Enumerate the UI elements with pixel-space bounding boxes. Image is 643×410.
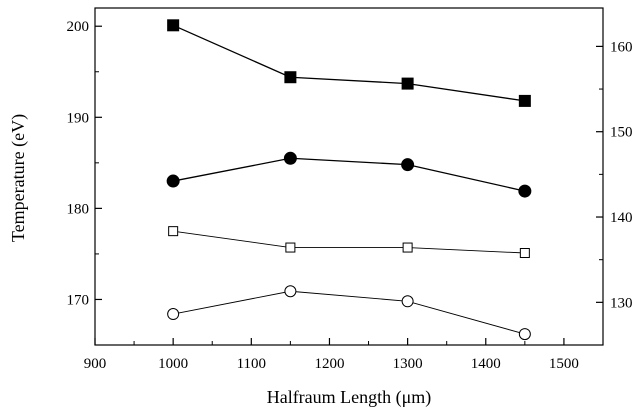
y-left-tick-label: 180 bbox=[67, 201, 90, 217]
y-right-ticks: 130 140 150 160 bbox=[596, 39, 633, 346]
data-point bbox=[167, 308, 180, 321]
data-point bbox=[284, 71, 297, 84]
data-point bbox=[518, 184, 532, 198]
x-tick-label: 1100 bbox=[237, 356, 266, 372]
series-line bbox=[173, 157, 525, 192]
x-ticks: 900 1000 1100 1200 1300 1400 1500 bbox=[84, 338, 579, 372]
y-right-tick-label: 150 bbox=[610, 125, 633, 141]
y-right-tick-label: 140 bbox=[610, 210, 633, 226]
plot-frame bbox=[94, 7, 604, 346]
data-point bbox=[401, 77, 414, 90]
series-line bbox=[172, 24, 525, 102]
series-line bbox=[173, 230, 525, 254]
series-open-circle bbox=[167, 285, 531, 341]
y-right-tick-label: 160 bbox=[610, 39, 633, 55]
data-point bbox=[401, 158, 415, 172]
data-point bbox=[168, 226, 179, 237]
y-axis-title: Temperature (eV) bbox=[8, 114, 29, 242]
y-right-tick-label: 130 bbox=[610, 295, 633, 311]
data-point bbox=[285, 242, 296, 253]
x-tick-label: 1300 bbox=[393, 356, 423, 372]
y-left-ticks: 170 180 190 200 bbox=[67, 19, 102, 346]
y-left-tick-label: 200 bbox=[67, 19, 90, 35]
data-point bbox=[284, 285, 297, 298]
x-tick-label: 900 bbox=[84, 356, 107, 372]
x-tick-label: 1000 bbox=[158, 356, 188, 372]
series-open-square bbox=[168, 226, 530, 259]
x-tick-label: 1200 bbox=[314, 356, 344, 372]
y-left-tick-label: 190 bbox=[67, 110, 90, 126]
data-point bbox=[402, 242, 413, 253]
data-point bbox=[519, 248, 530, 259]
data-point bbox=[518, 94, 531, 107]
data-point bbox=[283, 151, 297, 165]
data-point bbox=[401, 295, 414, 308]
data-point bbox=[167, 19, 180, 32]
x-tick-label: 1500 bbox=[549, 356, 579, 372]
series-line bbox=[173, 290, 525, 335]
series-filled-circle bbox=[166, 151, 532, 198]
x-tick-label: 1400 bbox=[471, 356, 501, 372]
series-layer bbox=[166, 19, 532, 341]
data-point bbox=[166, 174, 180, 188]
data-point bbox=[518, 328, 531, 341]
y-left-tick-label: 170 bbox=[67, 292, 90, 308]
x-axis-title: Halfraum Length (μm) bbox=[267, 387, 432, 408]
series-filled-square bbox=[167, 19, 531, 107]
